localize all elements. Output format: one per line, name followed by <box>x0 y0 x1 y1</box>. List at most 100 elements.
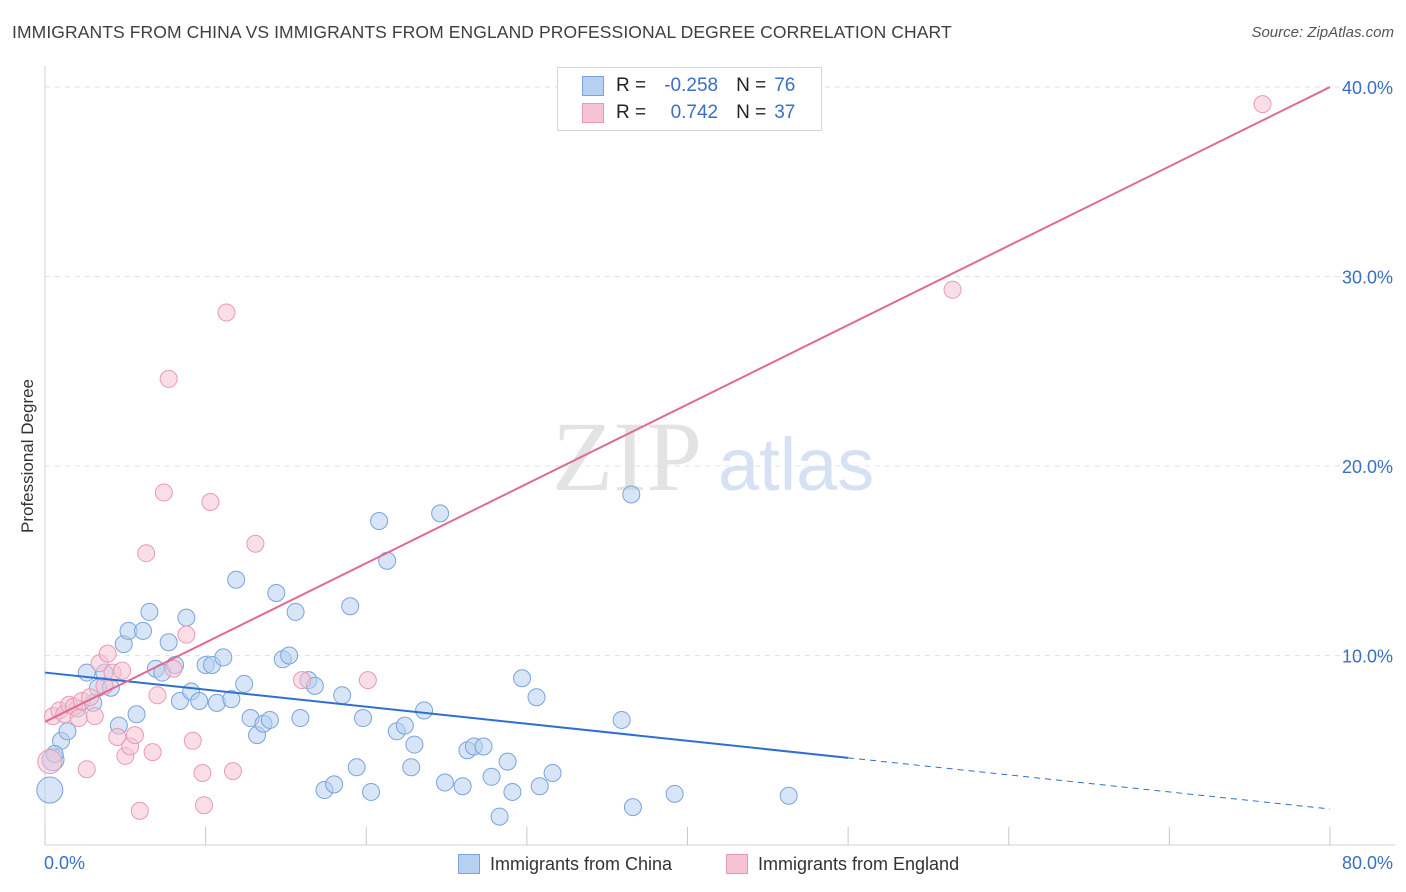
england-point <box>113 661 132 680</box>
china-point <box>260 710 279 729</box>
legend-row-china: R = -0.258 N = 76 <box>582 74 795 98</box>
china-point <box>503 782 522 801</box>
china-point <box>190 691 209 710</box>
england-n-value: 37 <box>774 102 796 123</box>
r-label: R = <box>616 102 647 123</box>
china-n-value: 76 <box>774 75 796 96</box>
y-axis-label: Professional Degree <box>18 378 37 534</box>
china-point <box>362 782 381 801</box>
england-point <box>159 369 178 388</box>
china-point <box>133 621 152 640</box>
china-r-value: -0.258 <box>664 75 719 96</box>
china-point <box>235 674 254 693</box>
chart-title: IMMIGRANTS FROM CHINA VS IMMIGRANTS FROM… <box>12 22 952 42</box>
china-trend-line <box>44 671 849 759</box>
china-point <box>779 786 798 805</box>
china-point <box>623 798 642 817</box>
england-point <box>1253 95 1272 114</box>
n-label: N = <box>736 75 767 96</box>
watermark: ZIP atlas <box>552 401 874 512</box>
source-credit: Source: ZipAtlas.com <box>1251 24 1394 41</box>
china-point <box>453 777 472 796</box>
england-point <box>358 671 377 690</box>
england-swatch <box>582 103 604 123</box>
china-point <box>370 511 389 530</box>
england-point <box>37 749 63 775</box>
china-point <box>227 570 246 589</box>
china-point <box>665 784 684 803</box>
england-point <box>195 796 214 815</box>
china-point <box>36 776 64 804</box>
china-point <box>513 669 532 688</box>
stats-legend: R = -0.258 N = 76 R = 0.742 N = 37 <box>557 67 822 131</box>
x-tick-label-right: 80.0% <box>1342 853 1393 873</box>
england-point <box>69 709 88 728</box>
england-point <box>130 801 149 820</box>
legend-item-china[interactable]: Immigrants from China <box>458 852 672 876</box>
china-point <box>280 646 299 665</box>
china-point <box>177 608 196 627</box>
china-point <box>325 775 344 794</box>
x-tick-label-left: 0.0% <box>44 853 85 873</box>
england-point <box>98 644 117 663</box>
china-point <box>415 701 434 720</box>
england-point <box>108 727 127 746</box>
legend-row-england: R = 0.742 N = 37 <box>582 101 795 125</box>
england-point <box>164 659 183 678</box>
china-swatch <box>582 76 604 96</box>
china-point <box>159 633 178 652</box>
england-point <box>77 760 96 779</box>
y-tick-label-20: 20.0% <box>1342 457 1393 477</box>
trend-lines <box>44 86 1331 810</box>
china-point <box>222 690 241 709</box>
y-tick-label-10: 10.0% <box>1342 647 1393 667</box>
england-point <box>125 726 144 745</box>
grid-lines <box>45 86 1395 657</box>
china-point <box>498 752 517 771</box>
england-point <box>201 493 220 512</box>
china-point <box>527 688 546 707</box>
tick-labels: 10.0% 20.0% 30.0% 40.0% 0.0% 80.0% <box>44 78 1393 873</box>
china-point <box>395 716 414 735</box>
england-point <box>943 280 962 299</box>
china-point <box>267 583 286 602</box>
england-point <box>183 731 202 750</box>
england-point <box>223 762 242 781</box>
series-england <box>37 95 1272 820</box>
china-point <box>347 758 366 777</box>
r-label: R = <box>616 75 647 96</box>
england-point <box>193 763 212 782</box>
england-point <box>148 686 167 705</box>
england-point <box>143 743 162 762</box>
england-trend-line <box>44 86 1331 723</box>
england-point <box>85 707 104 726</box>
england-legend-swatch <box>726 854 748 874</box>
england-point <box>293 671 311 690</box>
china-legend-swatch <box>458 854 480 874</box>
china-point <box>431 504 450 523</box>
n-label: N = <box>736 102 767 123</box>
china-point <box>286 602 305 621</box>
china-point <box>490 807 509 826</box>
china-point <box>291 709 310 728</box>
china-point <box>140 602 159 621</box>
china-point <box>543 763 562 782</box>
china-point <box>435 773 454 792</box>
china-point <box>530 777 549 796</box>
china-point <box>474 737 493 756</box>
china-point <box>402 758 421 777</box>
england-point <box>217 303 236 322</box>
china-point <box>622 485 641 504</box>
watermark-atlas: atlas <box>718 423 874 506</box>
legend-item-england[interactable]: Immigrants from England <box>726 852 959 876</box>
y-tick-label-30: 30.0% <box>1342 268 1393 288</box>
china-point <box>354 709 373 728</box>
china-point <box>127 705 146 724</box>
china-point <box>58 722 77 741</box>
china-trend-extension <box>848 757 1331 810</box>
england-point <box>246 534 265 553</box>
china-point <box>214 648 233 667</box>
england-legend-label: Immigrants from England <box>758 853 960 874</box>
china-point <box>482 767 501 786</box>
